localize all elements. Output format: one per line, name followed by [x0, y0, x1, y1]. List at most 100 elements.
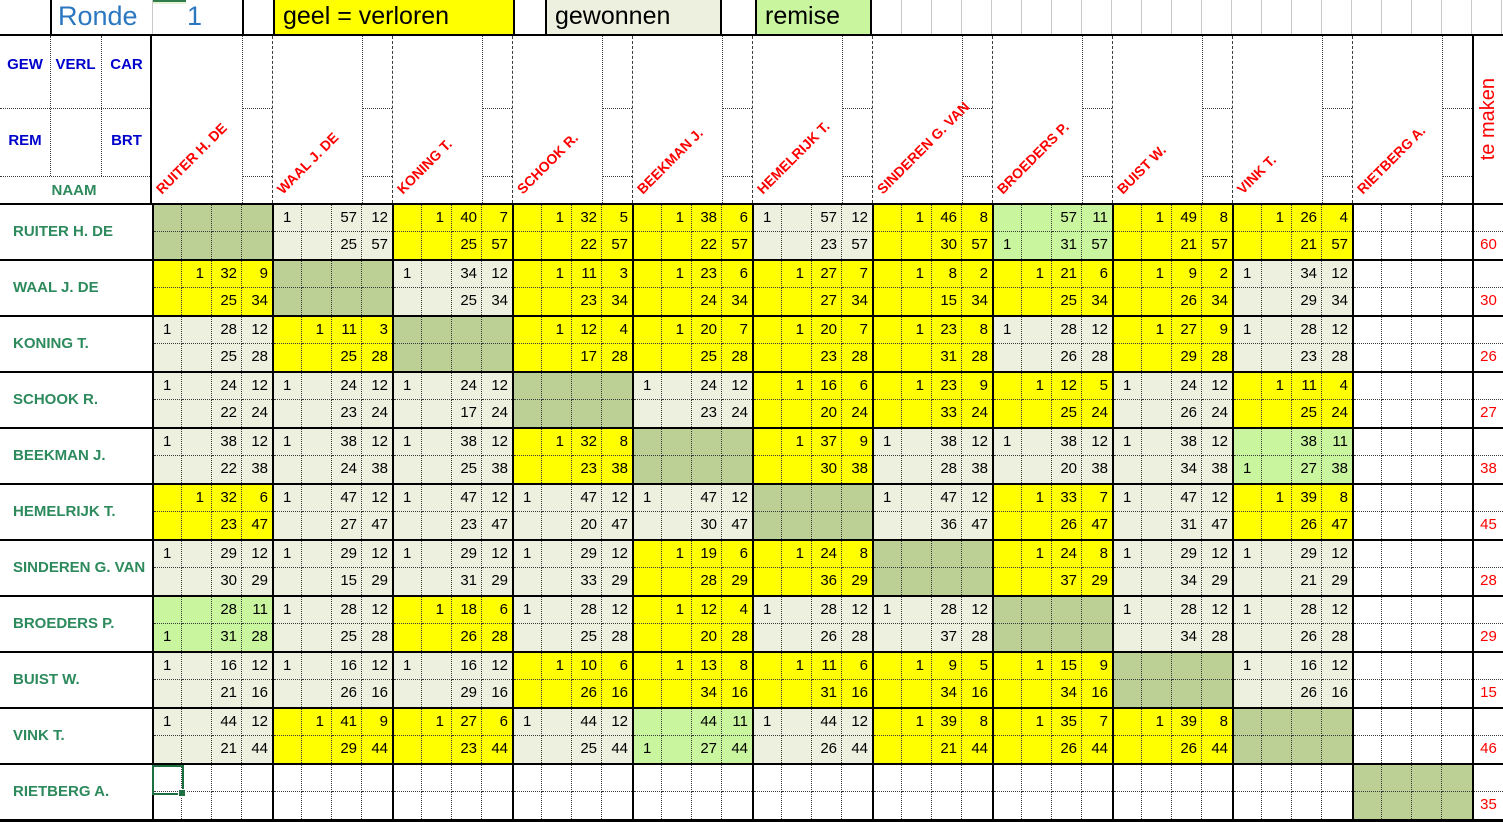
stat-cell[interactable]: 4 [1322, 205, 1352, 232]
stat-cell[interactable] [902, 597, 932, 624]
stat-cell[interactable] [242, 205, 272, 232]
stat-cell[interactable]: 24 [491, 404, 508, 421]
stat-cell[interactable] [874, 653, 902, 680]
stat-cell[interactable] [1442, 317, 1472, 344]
stat-cell[interactable]: 21 [932, 736, 962, 763]
stat-cell[interactable] [154, 261, 182, 288]
stat-cell[interactable] [182, 568, 212, 595]
stat-cell[interactable]: 47 [491, 516, 508, 533]
stat-cell[interactable]: 33 [932, 400, 962, 427]
stat-cell[interactable]: 26 [1052, 512, 1082, 539]
stat-cell[interactable]: 38 [851, 460, 868, 477]
stat-cell[interactable]: 24 [1211, 404, 1228, 421]
stat-cell[interactable] [1022, 317, 1052, 344]
stat-cell[interactable]: 24 [371, 404, 388, 421]
stat-cell[interactable]: 17 [572, 344, 602, 371]
stat-cell[interactable]: 20 [692, 317, 722, 344]
column-header[interactable]: VINK T. [1232, 36, 1352, 203]
stat-cell[interactable]: 10 [572, 653, 602, 680]
stat-cell[interactable] [452, 765, 482, 792]
stat-cell[interactable]: 12 [242, 653, 272, 680]
match-cell[interactable]: 1 28 12 23 28 [1232, 317, 1352, 371]
stat-cell[interactable]: 47 [692, 485, 722, 512]
stat-cell[interactable] [994, 624, 1022, 651]
match-cell[interactable]: 1 34 12 25 34 [392, 261, 512, 315]
match-cell[interactable]: 28 11 1 31 28 [152, 597, 272, 651]
match-cell[interactable]: 1 24 12 23 24 [272, 373, 392, 427]
stat-cell[interactable] [1052, 792, 1082, 819]
stat-cell[interactable]: 23 [692, 400, 722, 427]
stat-cell[interactable] [1354, 261, 1382, 288]
stat-cell[interactable]: 29 [332, 736, 362, 763]
stat-cell[interactable] [602, 400, 632, 427]
stat-cell[interactable]: 29 [1172, 541, 1202, 568]
stat-cell[interactable] [1292, 709, 1322, 736]
stat-cell[interactable]: 25 [212, 344, 242, 371]
stat-cell[interactable] [1052, 597, 1082, 624]
stat-cell[interactable]: 1 [394, 429, 422, 456]
stat-cell[interactable] [394, 400, 422, 427]
stat-cell[interactable] [1142, 765, 1172, 792]
stat-cell[interactable]: 1 [1022, 373, 1052, 400]
stat-cell[interactable]: 12 [1322, 317, 1352, 344]
stat-cell[interactable] [662, 709, 692, 736]
stat-cell[interactable] [422, 512, 452, 539]
stat-cell[interactable]: 57 [731, 236, 748, 253]
stat-cell[interactable]: 26 [452, 624, 482, 651]
stat-cell[interactable] [782, 765, 812, 792]
stat-cell[interactable]: 1 [782, 261, 812, 288]
stat-cell[interactable] [662, 288, 692, 315]
stat-cell[interactable] [1382, 288, 1412, 315]
match-cell[interactable] [752, 485, 872, 539]
stat-cell[interactable] [932, 541, 962, 568]
stat-cell[interactable]: 5 [962, 653, 992, 680]
stat-cell[interactable]: 37 [1052, 568, 1082, 595]
stat-cell[interactable]: 28 [611, 348, 628, 365]
stat-cell[interactable]: 9 [1172, 261, 1202, 288]
stat-cell[interactable] [782, 485, 812, 512]
stat-cell[interactable] [274, 568, 302, 595]
stat-cell[interactable] [154, 597, 182, 624]
stat-cell[interactable]: 23 [452, 512, 482, 539]
stat-cell[interactable] [994, 568, 1022, 595]
stat-cell[interactable] [542, 400, 572, 427]
stat-cell[interactable] [274, 624, 302, 651]
stat-cell[interactable] [1262, 344, 1292, 371]
stat-cell[interactable] [1382, 344, 1412, 371]
stat-cell[interactable]: 28 [731, 628, 748, 645]
stat-cell[interactable]: 1 [394, 653, 422, 680]
match-cell[interactable]: 1 57 12 23 57 [752, 205, 872, 259]
stat-cell[interactable]: 1 [274, 373, 302, 400]
match-cell[interactable] [392, 317, 512, 371]
stat-cell[interactable] [1382, 709, 1412, 736]
match-cell[interactable] [1352, 765, 1472, 819]
stat-cell[interactable]: 1 [1022, 653, 1052, 680]
stat-cell[interactable] [782, 205, 812, 232]
stat-cell[interactable] [274, 456, 302, 483]
stat-cell[interactable] [422, 288, 452, 315]
stat-cell[interactable] [1234, 680, 1262, 707]
match-cell[interactable]: 1 9 5 34 16 [872, 653, 992, 707]
stat-cell[interactable] [634, 765, 662, 792]
stat-cell[interactable]: 12 [842, 597, 872, 624]
stat-cell[interactable]: 12 [692, 597, 722, 624]
stat-cell[interactable]: 25 [452, 232, 482, 259]
stat-cell[interactable]: 29 [851, 572, 868, 589]
stat-cell[interactable]: 57 [812, 205, 842, 232]
stat-cell[interactable]: 12 [842, 205, 872, 232]
stat-cell[interactable]: 7 [722, 317, 752, 344]
stat-cell[interactable] [754, 456, 782, 483]
stat-cell[interactable]: 1 [274, 429, 302, 456]
stat-cell[interactable] [542, 456, 572, 483]
stat-cell[interactable] [1354, 400, 1382, 427]
round-number[interactable]: 1 [187, 1, 203, 31]
stat-cell[interactable]: 28 [1331, 348, 1348, 365]
stat-cell[interactable] [1142, 429, 1172, 456]
stat-cell[interactable]: 1 [754, 709, 782, 736]
match-cell[interactable]: 1 28 12 34 28 [1112, 597, 1232, 651]
stat-cell[interactable] [874, 512, 902, 539]
stat-cell[interactable] [422, 653, 452, 680]
stat-cell[interactable] [394, 792, 422, 819]
stat-cell[interactable]: 12 [362, 485, 392, 512]
stat-cell[interactable] [394, 597, 422, 624]
